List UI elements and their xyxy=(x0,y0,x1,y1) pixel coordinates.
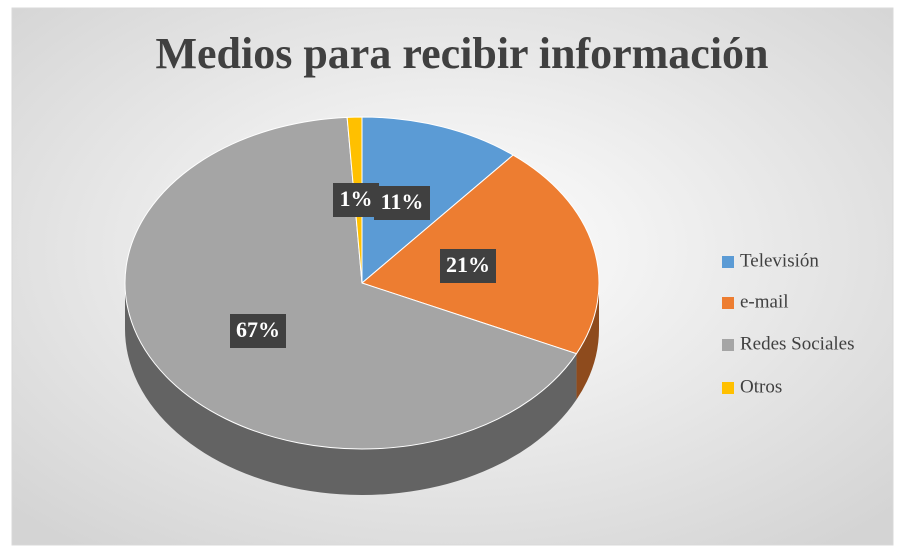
legend-label: Otros xyxy=(740,376,782,397)
data-label: 21% xyxy=(446,252,490,277)
data-label: 1% xyxy=(340,186,373,211)
data-label-box xyxy=(440,249,496,283)
data-label: 67% xyxy=(236,317,280,342)
data-label-box xyxy=(333,183,379,217)
legend-label: e-mail xyxy=(740,291,789,312)
data-label-box xyxy=(374,186,430,220)
legend-swatch xyxy=(722,297,734,309)
legend-label: Televisión xyxy=(740,250,819,271)
legend-swatch xyxy=(722,256,734,268)
legend-label: Redes Sociales xyxy=(740,333,855,354)
data-label-box xyxy=(230,314,286,348)
slice xyxy=(124,116,578,450)
slice xyxy=(361,116,514,285)
slice-side xyxy=(125,283,577,495)
legend-swatch xyxy=(722,339,734,351)
data-label: 11% xyxy=(381,189,424,214)
chart-title: Medios para recibir información xyxy=(155,29,768,78)
legend-swatch xyxy=(722,382,734,394)
slice-side xyxy=(576,283,599,400)
